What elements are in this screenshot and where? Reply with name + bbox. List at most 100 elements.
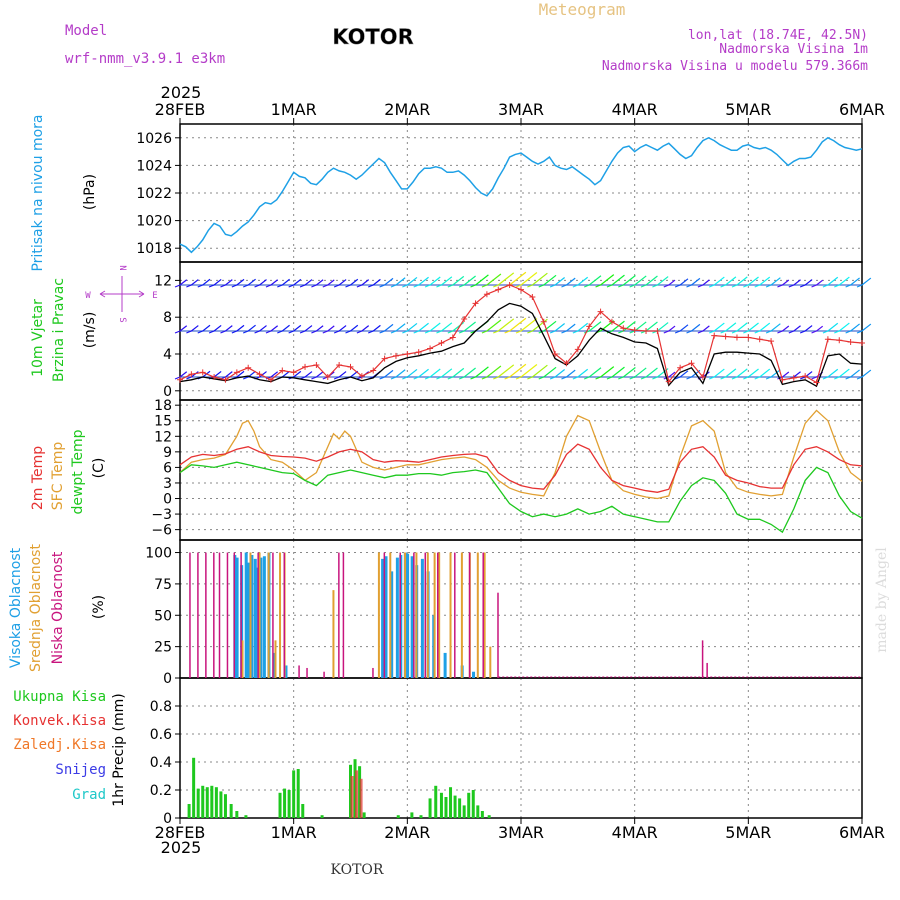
wind-barb: [549, 376, 556, 380]
precip-bar: [458, 798, 462, 818]
wind-barb: [372, 324, 381, 332]
wind-barb: [549, 330, 556, 334]
y-tick-label: 50: [154, 608, 172, 624]
wind-speed-line: [179, 302, 863, 388]
x-tick-label-bottom: 3MAR: [498, 823, 544, 842]
wind-gust-point: [654, 328, 661, 334]
wind-barb: [379, 284, 385, 288]
y-tick-label: 9: [163, 445, 172, 461]
compass-east: E: [152, 291, 157, 301]
compass-south: S: [117, 317, 127, 322]
wind-barb: [390, 330, 397, 334]
wind-barb: [470, 376, 476, 380]
wind-gust-point: [597, 308, 604, 315]
wind-barb: [725, 368, 737, 378]
wind-barb: [674, 330, 681, 334]
wind-barb: [395, 277, 406, 286]
wind-barb: [713, 322, 725, 332]
wind-barb: [595, 376, 601, 380]
wind-barb: [242, 284, 249, 288]
wind-barb: [395, 323, 406, 332]
wind-barb: [497, 364, 515, 378]
wind-barb: [713, 276, 725, 286]
wind-barb: [583, 376, 590, 380]
bottom-year-label: 2025: [161, 838, 202, 857]
wind-gust-point: [392, 352, 399, 359]
wind-barb: [225, 371, 233, 378]
y-tick-label: 25: [154, 640, 172, 656]
wind-barb: [350, 278, 359, 286]
wind-gust-point: [620, 325, 627, 332]
wind-barb: [765, 284, 772, 288]
wind-gust-point: [722, 333, 729, 340]
wind-barb: [368, 284, 374, 288]
model-name: wrf-nmm_v3.9.1 e3km: [65, 51, 225, 67]
2m-temp-line: [179, 443, 863, 493]
wind-barb: [333, 376, 340, 380]
wind-gust-point: [358, 373, 365, 380]
wind-barb: [208, 284, 215, 288]
wind-barb: [629, 376, 635, 380]
x-tick-label-top: 28FEB: [155, 100, 206, 119]
wind-barb: [645, 275, 658, 286]
y-tick-label: −3: [151, 507, 172, 523]
wind-barb: [770, 277, 781, 286]
meteogram-label: Meteogram: [539, 0, 626, 19]
wind-barb: [606, 376, 613, 380]
wind-barb: [190, 371, 199, 378]
compass-west: W: [85, 291, 91, 301]
wind-barb: [611, 274, 625, 286]
wind-barb: [270, 279, 279, 286]
wind-barb: [338, 371, 347, 378]
wind-barb: [782, 325, 790, 332]
wind-barb: [652, 376, 658, 380]
precip-ylabel: 1hr Precip (mm): [111, 693, 127, 806]
wind-barb: [304, 371, 313, 378]
wind-barb: [657, 322, 669, 332]
wind-gust-point: [472, 300, 479, 307]
wind-barb: [549, 284, 556, 288]
wind-barb: [493, 376, 499, 380]
wind-barb: [174, 330, 181, 334]
wind-barb: [554, 369, 565, 378]
wind-barb: [475, 274, 489, 286]
wind-barb: [463, 321, 476, 332]
wind-barb: [850, 277, 860, 286]
wind-barb: [458, 376, 465, 380]
wind-barb: [640, 284, 647, 288]
precip-bar: [210, 785, 214, 818]
y-tick-label: 0: [163, 384, 172, 400]
wind-barb: [338, 279, 347, 286]
wind-barb: [406, 276, 418, 286]
wind-barb: [709, 284, 715, 288]
sfc-temp-line: [179, 409, 863, 500]
wind-barb: [259, 279, 267, 286]
wind-gust-point: [824, 336, 831, 343]
wind-barb: [259, 325, 267, 332]
wind-barb: [424, 284, 431, 288]
y-tick-label: 0: [163, 671, 172, 687]
wind-gust-point: [483, 291, 490, 298]
wind-barb: [486, 273, 502, 286]
wind-barb: [588, 275, 602, 286]
wind-barb: [424, 330, 431, 334]
wind-barb: [561, 330, 567, 334]
wind-barb: [720, 284, 726, 288]
wind-barb: [515, 330, 522, 334]
wind-gust-point: [177, 376, 183, 383]
wind-barb: [515, 376, 522, 380]
wind-unit: (m/s): [82, 312, 98, 349]
wind-barb: [436, 284, 442, 288]
wind-barb: [583, 284, 590, 288]
wind-gust-point: [495, 286, 502, 293]
precip-axis-labels: Ukupna Kisa Konvek.Kisa Zaledj.Kisa Snij…: [13, 689, 127, 807]
wind-barb: [845, 376, 851, 380]
wind-barb: [674, 376, 681, 380]
wind-barb: [634, 321, 647, 332]
wind-barb: [725, 276, 737, 286]
wind-barb: [531, 318, 548, 332]
location-label: lon,lat (18.74E, 42.5N): [688, 28, 868, 43]
wind-barb: [481, 330, 488, 334]
wind-barb: [709, 376, 715, 380]
wind-barb: [327, 279, 335, 286]
